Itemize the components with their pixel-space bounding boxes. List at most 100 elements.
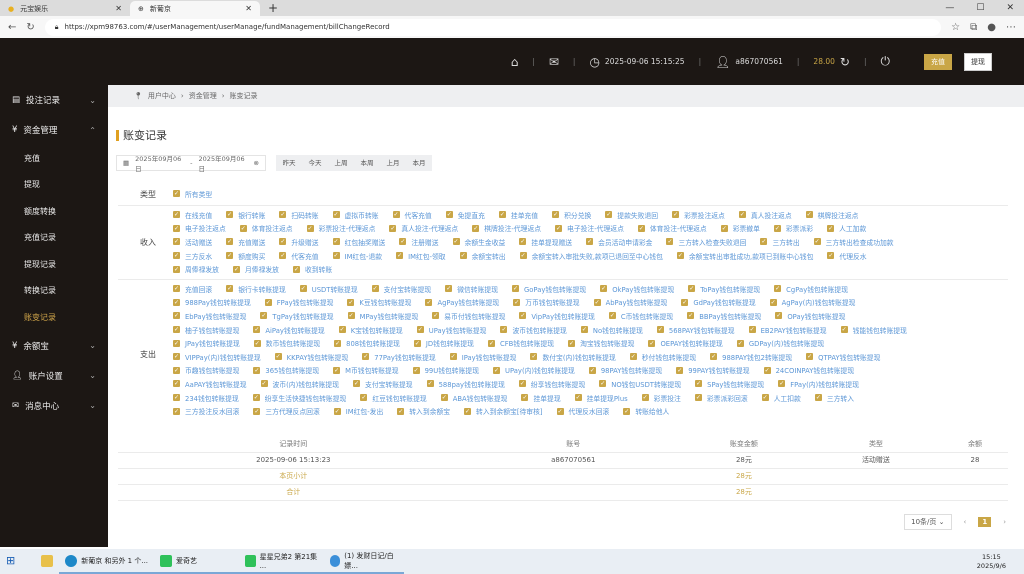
checkbox-icon[interactable]: ✓	[574, 394, 582, 402]
type-checkbox[interactable]: ✓ 升级赠送	[279, 237, 319, 247]
checkbox-icon[interactable]: ✓	[586, 238, 594, 246]
checkbox-icon[interactable]: ✓	[736, 339, 744, 347]
type-checkbox[interactable]: ✓ 24COINPAY钱包转账提现	[763, 365, 854, 375]
type-checkbox[interactable]: ✓ 体育投注-代理返点	[637, 223, 707, 233]
sidebar-sub-transfer[interactable]: 额度转换	[24, 206, 56, 216]
checkbox-icon[interactable]: ✓	[264, 298, 272, 306]
extensions-icon[interactable]: ⧉	[970, 21, 978, 33]
checkbox-icon[interactable]: ✓	[362, 353, 370, 361]
type-checkbox[interactable]: ✓ ToPay钱包转账提现	[688, 284, 760, 294]
checkbox-icon[interactable]: ✓	[748, 326, 756, 334]
checkbox-icon[interactable]: ✓	[775, 312, 783, 320]
type-checkbox[interactable]: ✓ 免提直充	[445, 210, 485, 220]
checkbox-icon[interactable]: ✓	[500, 326, 508, 334]
checkbox-icon[interactable]: ✓	[681, 298, 689, 306]
checkbox-icon[interactable]: ✓	[814, 394, 822, 402]
checkbox-icon[interactable]: ✓	[253, 366, 261, 374]
type-checkbox[interactable]: ✓ 568PAY钱包转账提现	[656, 325, 735, 335]
sidebar-item-account[interactable]: 👤︎ 账户设置 ⌄	[12, 370, 96, 382]
taskbar-app-iqiyi[interactable]: 爱奇艺	[154, 549, 240, 574]
sidebar-sub-withdraw-record[interactable]: 提现记录	[24, 259, 56, 269]
type-checkbox[interactable]: ✓ 提款失败退回	[605, 210, 658, 220]
checkbox-icon[interactable]: ✓	[279, 211, 287, 219]
back-icon[interactable]: ←	[8, 21, 17, 33]
sidebar-sub-deposit-record[interactable]: 充值记录	[24, 233, 56, 243]
close-tab-icon[interactable]: ✕	[245, 4, 252, 13]
type-checkbox[interactable]: ✓ 彩票投注-代理返点	[306, 223, 375, 233]
checkbox-icon[interactable]: ✓	[519, 252, 527, 260]
withdraw-button[interactable]: 提现	[964, 52, 992, 71]
sidebar-sub-bill-record[interactable]: 账变记录	[24, 312, 56, 322]
checkbox-icon[interactable]: ✓	[173, 190, 180, 198]
type-checkbox[interactable]: ✓ 积分兑换	[552, 210, 591, 220]
checkbox-icon[interactable]: ✓	[173, 339, 180, 347]
close-tab-icon[interactable]: ✕	[115, 4, 122, 13]
checkbox-icon[interactable]: ✓	[648, 339, 656, 347]
checkbox-icon[interactable]: ✓	[173, 353, 180, 361]
type-checkbox[interactable]: ✓ 挂单充值	[498, 210, 538, 220]
type-checkbox[interactable]: ✓ 真人投注返点	[738, 210, 792, 220]
checkbox-icon[interactable]: ✓	[459, 252, 467, 260]
type-checkbox[interactable]: ✓ 代理反水回滚	[556, 406, 609, 416]
sidebar-item-messages[interactable]: ✉ 消息中心 ⌄	[12, 400, 96, 412]
type-checkbox[interactable]: ✓ 代客充值	[279, 251, 319, 261]
checkbox-icon[interactable]: ✓	[763, 366, 771, 374]
type-checkbox[interactable]: ✓ 充值回滚	[173, 284, 212, 294]
checkbox-icon[interactable]: ✓	[580, 326, 588, 334]
deposit-button[interactable]: 充值	[924, 53, 952, 70]
checkbox-icon[interactable]: ✓	[445, 285, 453, 293]
checkbox-icon[interactable]: ✓	[600, 285, 608, 293]
checkbox-icon[interactable]: ✓	[347, 312, 355, 320]
checkbox-icon[interactable]: ✓	[397, 407, 405, 415]
type-checkbox[interactable]: ✓ AbPay钱包转账提现	[593, 297, 667, 307]
checkbox-icon[interactable]: ✓	[445, 211, 453, 219]
checkbox-icon[interactable]: ✓	[720, 224, 728, 232]
home-icon[interactable]: ⌂	[510, 54, 519, 69]
taskbar-app-video[interactable]: 星星兄弟2 第21集 ...	[239, 549, 325, 574]
checkbox-icon[interactable]: ✓	[806, 353, 814, 361]
checkbox-icon[interactable]: ✓	[253, 326, 261, 334]
quick-date-2[interactable]: 上周	[334, 159, 348, 167]
checkbox-icon[interactable]: ✓	[555, 224, 563, 232]
checkbox-icon[interactable]: ✓	[629, 353, 637, 361]
checkbox-icon[interactable]: ✓	[710, 353, 718, 361]
type-checkbox[interactable]: ✓ 微信转账提现	[445, 284, 498, 294]
checkbox-icon[interactable]: ✓	[332, 252, 340, 260]
type-checkbox[interactable]: ✓ 365钱包转账提现	[253, 365, 319, 375]
checkbox-icon[interactable]: ✓	[299, 285, 307, 293]
type-checkbox[interactable]: ✓ 收到转账	[292, 264, 332, 274]
checkbox-icon[interactable]: ✓	[260, 312, 268, 320]
type-checkbox[interactable]: ✓ 支付宝转账提现	[371, 284, 431, 294]
type-checkbox[interactable]: ✓ 纷享生活快捷钱包转账提现	[252, 393, 346, 403]
type-checkbox[interactable]: ✓ IM红包-退款	[332, 251, 382, 261]
type-checkbox[interactable]: ✓ 银行卡转账提现	[226, 284, 286, 294]
clear-icon[interactable]: ⊗	[253, 159, 259, 167]
checkbox-icon[interactable]: ✓	[608, 312, 616, 320]
type-checkbox[interactable]: ✓ 充值赠送	[226, 237, 265, 247]
type-checkbox[interactable]: ✓ 988PAY钱包2转账提现	[710, 352, 792, 362]
type-checkbox[interactable]: ✓ 万币钱包转账提现	[513, 297, 580, 307]
type-checkbox[interactable]: ✓ 234钱包转账提现	[173, 393, 239, 403]
checkbox-icon[interactable]: ✓	[493, 366, 500, 374]
checkbox-icon[interactable]: ✓	[371, 285, 379, 293]
type-checkbox[interactable]: ✓ EB2PAY钱包转账提现	[748, 325, 827, 335]
checkbox-icon[interactable]: ✓	[519, 238, 527, 246]
type-checkbox[interactable]: ✓ IM红包-领取	[396, 251, 446, 261]
checkbox-icon[interactable]: ✓	[518, 380, 526, 388]
type-checkbox[interactable]: ✓ SPay钱包转账提现	[695, 379, 764, 389]
checkbox-icon[interactable]: ✓	[239, 224, 247, 232]
url-input[interactable]: 🔒︎ https://xpm98763.com/#/userManagement/…	[44, 18, 942, 36]
checkbox-icon[interactable]: ✓	[173, 285, 180, 293]
checkbox-icon[interactable]: ✓	[226, 252, 234, 260]
checkbox-icon[interactable]: ✓	[593, 298, 601, 306]
checkbox-icon[interactable]: ✓	[353, 380, 361, 388]
type-checkbox[interactable]: ✓ FPay钱包转账提现	[264, 297, 333, 307]
checkbox-icon[interactable]: ✓	[173, 211, 180, 219]
checkbox-icon[interactable]: ✓	[396, 252, 404, 260]
new-tab-button[interactable]: +	[268, 1, 279, 15]
browser-tab-active[interactable]: ⊕ 新葡京 ✕	[130, 1, 260, 16]
quick-date-4[interactable]: 上月	[386, 159, 400, 167]
type-checkbox[interactable]: ✓ 转入到余额宝[待审核]	[464, 406, 543, 416]
type-checkbox[interactable]: ✓ EbPay钱包转账提现	[173, 311, 246, 321]
checkbox-icon[interactable]: ✓	[338, 326, 346, 334]
